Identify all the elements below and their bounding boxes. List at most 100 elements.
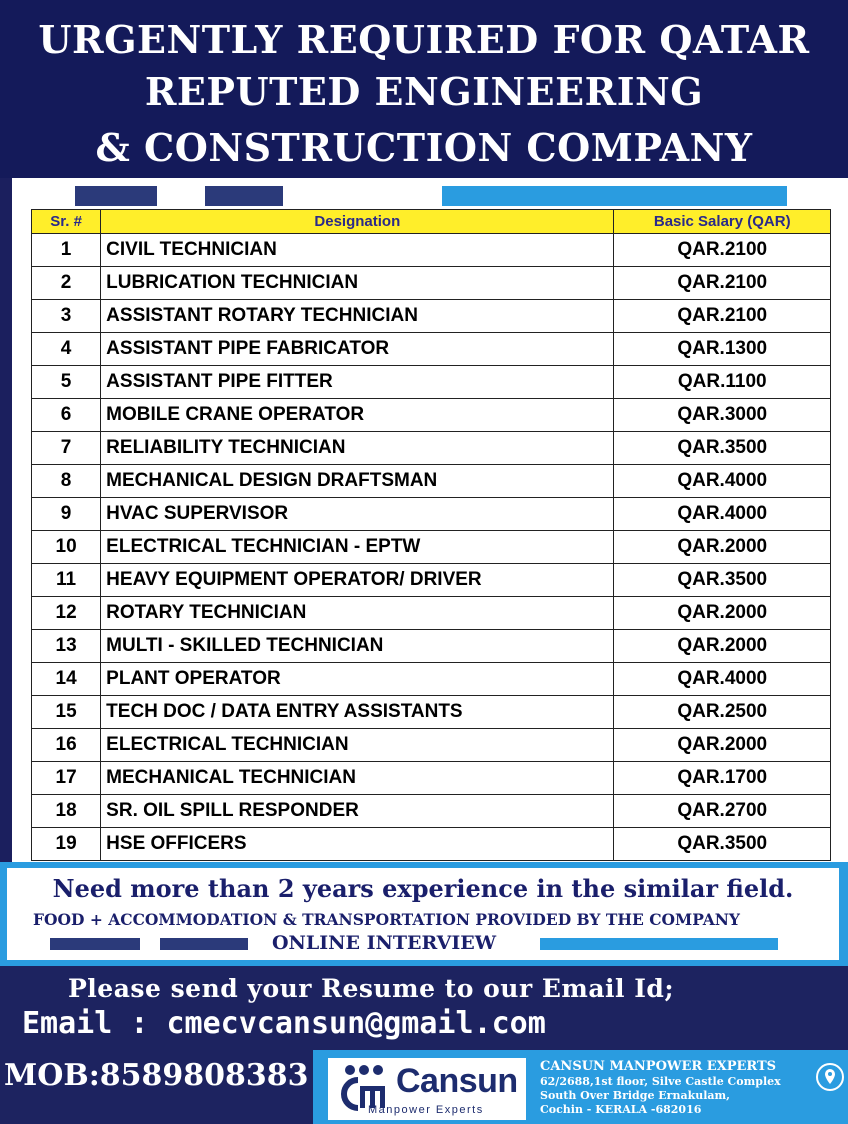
row-sr: 11 <box>30 563 102 597</box>
contact-section: Please send your Resume to our Email Id;… <box>0 966 848 1124</box>
row-sr: 8 <box>30 464 102 498</box>
row-sr: 7 <box>30 431 102 465</box>
logo-name: Cansun <box>396 1062 518 1100</box>
table-row: 4 ASSISTANT PIPE FABRICATOR QAR.1300 <box>30 332 831 366</box>
row-salary: QAR.2000 <box>613 530 831 564</box>
jobs-table: Sr. # Designation Basic Salary (QAR) 1 CI… <box>30 209 831 861</box>
row-salary: QAR.2100 <box>613 266 831 300</box>
row-salary: QAR.2100 <box>613 233 831 267</box>
row-designation: ELECTRICAL TECHNICIAN <box>100 728 615 762</box>
jobs-table-area: Sr. # Designation Basic Salary (QAR) 1 CI… <box>12 178 848 862</box>
row-designation: MECHANICAL DESIGN DRAFTSMAN <box>100 464 615 498</box>
resume-instruction: Please send your Resume to our Email Id; <box>68 974 675 1003</box>
row-salary: QAR.2500 <box>613 695 831 729</box>
table-header-row: Sr. # Designation Basic Salary (QAR) <box>30 209 831 234</box>
row-salary: QAR.1700 <box>613 761 831 795</box>
benefits-text: FOOD + ACCOMMODATION & TRANSPORTATION PR… <box>33 910 740 929</box>
row-salary: QAR.3500 <box>613 563 831 597</box>
row-salary: QAR.3000 <box>613 398 831 432</box>
company-name: CANSUN MANPOWER EXPERTS <box>540 1059 777 1074</box>
decorative-bar <box>160 938 248 950</box>
row-sr: 9 <box>30 497 102 531</box>
row-salary: QAR.4000 <box>613 464 831 498</box>
column-header-sr: Sr. # <box>30 209 102 234</box>
row-salary: QAR.1100 <box>613 365 831 399</box>
row-sr: 14 <box>30 662 102 696</box>
decorative-bar <box>50 938 140 950</box>
table-row: 16 ELECTRICAL TECHNICIAN QAR.2000 <box>30 728 831 762</box>
row-salary: QAR.2000 <box>613 728 831 762</box>
header-banner: URGENTLY REQUIRED FOR QATAR REPUTED ENGI… <box>0 0 848 178</box>
mobile-number[interactable]: MOB:8589808383 <box>4 1058 309 1093</box>
address-line: 62/2688,1st floor, Silve Castle Complex <box>540 1075 781 1088</box>
table-row: 12 ROTARY TECHNICIAN QAR.2000 <box>30 596 831 630</box>
row-designation: HSE OFFICERS <box>100 827 615 861</box>
table-row: 17 MECHANICAL TECHNICIAN QAR.1700 <box>30 761 831 795</box>
email-address[interactable]: Email : cmecvcansun@gmail.com <box>22 1006 546 1041</box>
row-salary: QAR.2000 <box>613 596 831 630</box>
row-designation: ASSISTANT ROTARY TECHNICIAN <box>100 299 615 333</box>
row-designation: HEAVY EQUIPMENT OPERATOR/ DRIVER <box>100 563 615 597</box>
headline-line-2: REPUTED ENGINEERING <box>144 69 704 114</box>
cansun-logo-icon <box>341 1065 385 1111</box>
row-salary: QAR.4000 <box>613 497 831 531</box>
table-row: 6 MOBILE CRANE OPERATOR QAR.3000 <box>30 398 831 432</box>
row-sr: 4 <box>30 332 102 366</box>
table-row: 8 MECHANICAL DESIGN DRAFTSMAN QAR.4000 <box>30 464 831 498</box>
row-designation: HVAC SUPERVISOR <box>100 497 615 531</box>
row-salary: QAR.3500 <box>613 827 831 861</box>
row-designation: ROTARY TECHNICIAN <box>100 596 615 630</box>
row-salary: QAR.2000 <box>613 629 831 663</box>
table-row: 5 ASSISTANT PIPE FITTER QAR.1100 <box>30 365 831 399</box>
company-address: CANSUN MANPOWER EXPERTS 62/2688,1st floo… <box>540 1058 781 1117</box>
headline-line-1: URGENTLY REQUIRED FOR QATAR <box>38 17 810 62</box>
table-row: 7 RELIABILITY TECHNICIAN QAR.3500 <box>30 431 831 465</box>
row-salary: QAR.3500 <box>613 431 831 465</box>
table-row: 15 TECH DOC / DATA ENTRY ASSISTANTS QAR.25… <box>30 695 831 729</box>
row-designation: RELIABILITY TECHNICIAN <box>100 431 615 465</box>
row-designation: ASSISTANT PIPE FITTER <box>100 365 615 399</box>
row-salary: QAR.2100 <box>613 299 831 333</box>
table-row: 3 ASSISTANT ROTARY TECHNICIAN QAR.2100 <box>30 299 831 333</box>
decorative-bar <box>205 186 283 206</box>
row-salary: QAR.4000 <box>613 662 831 696</box>
table-row: 13 MULTI - SKILLED TECHNICIAN QAR.2000 <box>30 629 831 663</box>
table-row: 1 CIVIL TECHNICIAN QAR.2100 <box>30 233 831 267</box>
row-designation: LUBRICATION TECHNICIAN <box>100 266 615 300</box>
logo-tagline: Manpower Experts <box>368 1104 484 1116</box>
row-designation: MECHANICAL TECHNICIAN <box>100 761 615 795</box>
row-sr: 15 <box>30 695 102 729</box>
row-sr: 1 <box>30 233 102 267</box>
table-row: 10 ELECTRICAL TECHNICIAN - EPTW QAR.2000 <box>30 530 831 564</box>
interview-mode: ONLINE INTERVIEW <box>272 932 497 954</box>
row-designation: MOBILE CRANE OPERATOR <box>100 398 615 432</box>
row-designation: MULTI - SKILLED TECHNICIAN <box>100 629 615 663</box>
table-row: 14 PLANT OPERATOR QAR.4000 <box>30 662 831 696</box>
decorative-bar <box>442 186 787 206</box>
row-sr: 13 <box>30 629 102 663</box>
row-salary: QAR.2700 <box>613 794 831 828</box>
table-row: 2 LUBRICATION TECHNICIAN QAR.2100 <box>30 266 831 300</box>
table-row: 9 HVAC SUPERVISOR QAR.4000 <box>30 497 831 531</box>
row-sr: 2 <box>30 266 102 300</box>
table-row: 19 HSE OFFICERS QAR.3500 <box>30 827 831 861</box>
info-box: Need more than 2 years experience in the… <box>0 862 848 966</box>
address-line: Cochin - KERALA -682016 <box>540 1103 702 1116</box>
row-designation: SR. OIL SPILL RESPONDER <box>100 794 615 828</box>
decorative-bar <box>75 186 157 206</box>
company-panel: Cansun Manpower Experts CANSUN MANPOWER … <box>313 1050 848 1124</box>
row-designation: PLANT OPERATOR <box>100 662 615 696</box>
row-salary: QAR.1300 <box>613 332 831 366</box>
experience-requirement: Need more than 2 years experience in the… <box>52 874 794 903</box>
row-designation: CIVIL TECHNICIAN <box>100 233 615 267</box>
headline-line-3: & CONSTRUCTION COMPANY <box>95 125 753 170</box>
row-sr: 5 <box>30 365 102 399</box>
address-line: South Over Bridge Ernakulam, <box>540 1089 730 1102</box>
row-sr: 12 <box>30 596 102 630</box>
row-sr: 3 <box>30 299 102 333</box>
decorative-bar <box>540 938 778 950</box>
row-sr: 10 <box>30 530 102 564</box>
column-header-salary: Basic Salary (QAR) <box>613 209 831 234</box>
table-row: 11 HEAVY EQUIPMENT OPERATOR/ DRIVER QAR.35… <box>30 563 831 597</box>
row-sr: 19 <box>30 827 102 861</box>
